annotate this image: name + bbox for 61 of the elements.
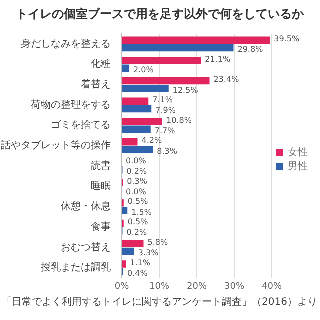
data-label: 1.5%: [132, 208, 152, 217]
bar: [122, 85, 169, 92]
bar: [122, 118, 162, 126]
data-label: 39.5%: [274, 34, 300, 44]
text: 「日常でよく利用するトイレに関するアンケート調査」（2016）より: [1, 296, 318, 309]
y-tick-label: 荷物の整理をする: [31, 98, 111, 111]
data-label: 4.2%: [142, 136, 162, 146]
bar: [122, 64, 130, 72]
y-tick-label: 休憩・休息: [61, 200, 111, 213]
bar: [122, 260, 126, 268]
y-tick-label: おむつ替え: [61, 241, 111, 254]
y-tick-label: 着替え: [81, 78, 111, 90]
data-label: 7.7%: [154, 126, 176, 136]
chart-title: トイレの個室ブースで用を足す以外で何をしているか: [15, 6, 305, 23]
data-label: 3.3%: [138, 248, 160, 258]
x-tick-label: 10%: [149, 282, 170, 292]
x-tick-label: 0%: [114, 282, 130, 292]
data-label: 21.1%: [205, 54, 231, 64]
bar: [122, 240, 144, 248]
y-tick-label: 授乳または調乳: [41, 262, 111, 274]
bar: [122, 105, 152, 113]
bar: [122, 126, 151, 134]
data-label: 12.5%: [172, 86, 199, 95]
y-tick-label: 身だしなみを整える: [21, 38, 111, 50]
data-label: 2.0%: [134, 65, 154, 74]
bar: [122, 146, 154, 154]
data-label: 0.0%: [126, 156, 147, 166]
data-label: 10.8%: [166, 116, 192, 125]
y-tick-label: ゴミを捨てる: [51, 119, 111, 132]
x-tick-label: 30%: [224, 282, 245, 292]
y-tick-label: 食事: [91, 220, 111, 233]
x-tick-label: 40%: [262, 282, 282, 292]
data-label: 1.1%: [130, 258, 151, 268]
data-label: 0.3%: [127, 176, 148, 186]
y-tick-label: 話やタブレット等の操作: [1, 140, 111, 152]
bar: [122, 248, 134, 256]
y-tick-label: 化粧: [91, 58, 111, 70]
legend-label: 男性: [288, 160, 308, 173]
bar: [122, 98, 149, 106]
bar: [122, 77, 210, 85]
data-label: 8.3%: [157, 146, 178, 156]
data-label: 0.4%: [128, 268, 148, 278]
bar: [122, 207, 128, 214]
data-label: 5.8%: [148, 238, 168, 247]
data-label: 0.2%: [126, 167, 148, 176]
data-label: 29.8%: [238, 45, 264, 54]
bar: [122, 138, 138, 146]
y-tick-label: 睡眠: [91, 180, 111, 192]
legend-label: 女性: [288, 146, 308, 159]
data-label: 0.5%: [128, 197, 149, 206]
x-tick-label: 20%: [186, 282, 208, 292]
bar: [122, 36, 270, 44]
data-label: 0.5%: [128, 218, 149, 227]
bar: [122, 57, 202, 64]
data-label: 7.9%: [156, 106, 176, 116]
data-label: 0.2%: [126, 228, 148, 238]
data-label: 7.1%: [152, 95, 174, 104]
y-tick-label: 読書: [91, 160, 111, 172]
bar: [122, 44, 234, 52]
data-label: 23.4%: [214, 75, 240, 84]
data-label: 0.0%: [126, 188, 147, 197]
